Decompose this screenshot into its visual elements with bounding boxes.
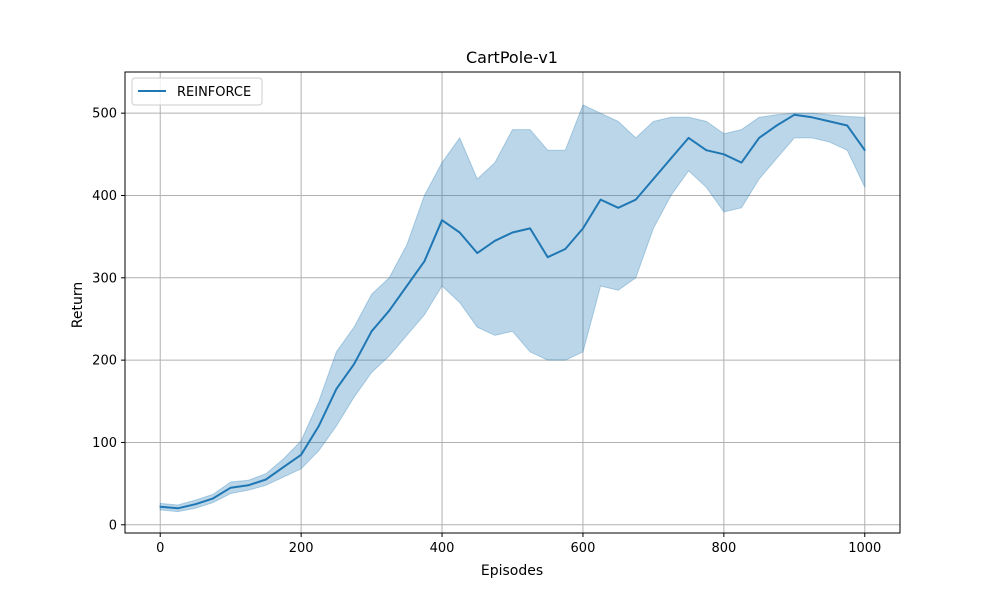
data-point xyxy=(705,149,708,151)
legend-box xyxy=(131,77,263,106)
data-point xyxy=(864,149,866,151)
data-point xyxy=(758,137,760,139)
data-point xyxy=(441,219,443,221)
data-point xyxy=(511,231,514,234)
data-point xyxy=(582,227,584,230)
confidence-band-0 xyxy=(159,104,866,513)
chart-title: CartPole-v1 xyxy=(466,48,558,67)
data-point xyxy=(599,198,602,201)
confidence-band-layer xyxy=(159,104,866,513)
x-axis-ticks: 0 200 400 600 800 1000 xyxy=(156,533,881,556)
data-point xyxy=(229,486,232,489)
data-point xyxy=(564,248,567,250)
data-point xyxy=(670,157,672,160)
data-point xyxy=(811,116,813,119)
legend-label-reinforce: REINFORCE xyxy=(177,85,251,100)
x-tick-label: 200 xyxy=(289,541,314,556)
data-point xyxy=(194,503,197,506)
y-tick-label: 100 xyxy=(92,436,117,451)
data-point xyxy=(265,478,267,481)
data-point xyxy=(617,207,619,209)
data-point xyxy=(247,484,250,487)
data-point xyxy=(846,124,848,127)
data-point xyxy=(212,497,214,500)
data-point xyxy=(775,124,778,127)
data-point xyxy=(282,466,285,468)
data-point xyxy=(635,198,637,201)
data-point xyxy=(793,114,796,116)
legend: REINFORCE xyxy=(131,77,263,106)
y-tick-label: 300 xyxy=(92,271,117,286)
data-point xyxy=(300,454,302,456)
y-tick-label: 500 xyxy=(92,107,117,122)
data-point xyxy=(353,363,355,366)
y-tick-label: 200 xyxy=(92,354,117,369)
x-tick-label: 600 xyxy=(571,541,596,556)
data-point xyxy=(370,330,373,333)
x-tick-label: 400 xyxy=(430,541,455,556)
data-point xyxy=(652,178,655,180)
plot-frame xyxy=(124,71,901,534)
x-tick-label: 0 xyxy=(156,541,164,556)
data-point xyxy=(529,227,531,230)
data-point xyxy=(740,161,743,164)
data-point xyxy=(335,388,338,390)
data-point xyxy=(406,285,408,287)
x-tick-label: 1000 xyxy=(848,541,881,556)
data-point xyxy=(318,425,320,427)
data-point xyxy=(388,309,391,312)
data-point xyxy=(546,256,549,259)
y-axis-ticks: 0 100 200 300 400 500 xyxy=(92,107,125,533)
data-point xyxy=(828,120,831,123)
y-axis-label: Return xyxy=(70,282,86,328)
data-point xyxy=(458,231,461,234)
series-line-layer xyxy=(159,113,866,510)
data-point xyxy=(159,505,161,508)
x-axis-label: Episodes xyxy=(481,563,543,579)
data-point xyxy=(177,507,179,510)
grid xyxy=(125,72,900,533)
data-point xyxy=(723,153,725,156)
x-tick-label: 800 xyxy=(711,541,736,556)
data-point xyxy=(494,240,496,242)
y-tick-label: 400 xyxy=(92,189,117,204)
data-point xyxy=(423,260,426,263)
y-tick-label: 0 xyxy=(109,518,117,533)
data-point xyxy=(476,252,479,254)
data-point xyxy=(687,137,690,139)
